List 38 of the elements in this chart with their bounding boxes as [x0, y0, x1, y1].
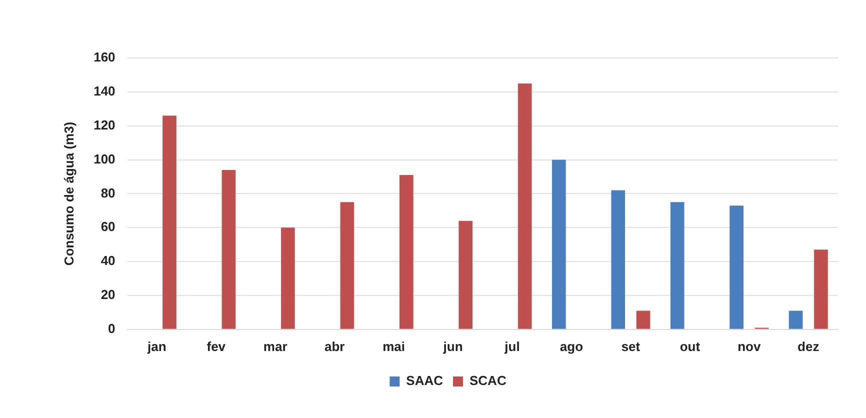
x-tick-label: mar: [263, 338, 288, 354]
x-tick-label: nov: [738, 338, 762, 354]
x-tick-label: set: [621, 338, 641, 354]
bar: [670, 202, 684, 329]
bar: [552, 160, 566, 329]
x-tick-label: abr: [324, 338, 345, 354]
y-tick-label: 0: [108, 320, 116, 336]
y-tick-label: 80: [100, 185, 116, 200]
y-tick-label: 60: [100, 219, 116, 234]
y-tick-label: 100: [94, 151, 116, 166]
bar: [814, 250, 828, 329]
y-axis-title: Consumo de água (m3): [61, 122, 76, 266]
y-tick-label: 120: [94, 117, 116, 132]
x-tick-label: dez: [798, 338, 820, 354]
x-tick-label: mai: [382, 338, 406, 354]
y-tick-label: 20: [100, 287, 116, 302]
y-tick-label: 140: [94, 84, 116, 99]
x-tick-label: jan: [146, 338, 166, 354]
legend-label: SAAC: [406, 373, 444, 388]
legend-label: SCAC: [470, 373, 507, 388]
bar: [636, 310, 650, 329]
x-tick-label: out: [680, 338, 701, 354]
x-tick-label: jun: [442, 338, 463, 354]
bar: [340, 202, 354, 329]
bar: [730, 206, 744, 329]
bar: [611, 190, 626, 329]
bar: [162, 116, 176, 329]
bar: [458, 220, 473, 329]
x-tick-label: fev: [206, 338, 226, 354]
y-tick-label: 160: [94, 50, 116, 65]
bar: [399, 175, 414, 329]
bar: [788, 310, 803, 329]
x-tick-label: jul: [504, 338, 520, 354]
bar: [281, 228, 295, 329]
y-tick-label: 40: [100, 253, 116, 268]
bar: [222, 170, 236, 329]
bar: [518, 83, 532, 329]
x-tick-label: ago: [560, 338, 584, 354]
